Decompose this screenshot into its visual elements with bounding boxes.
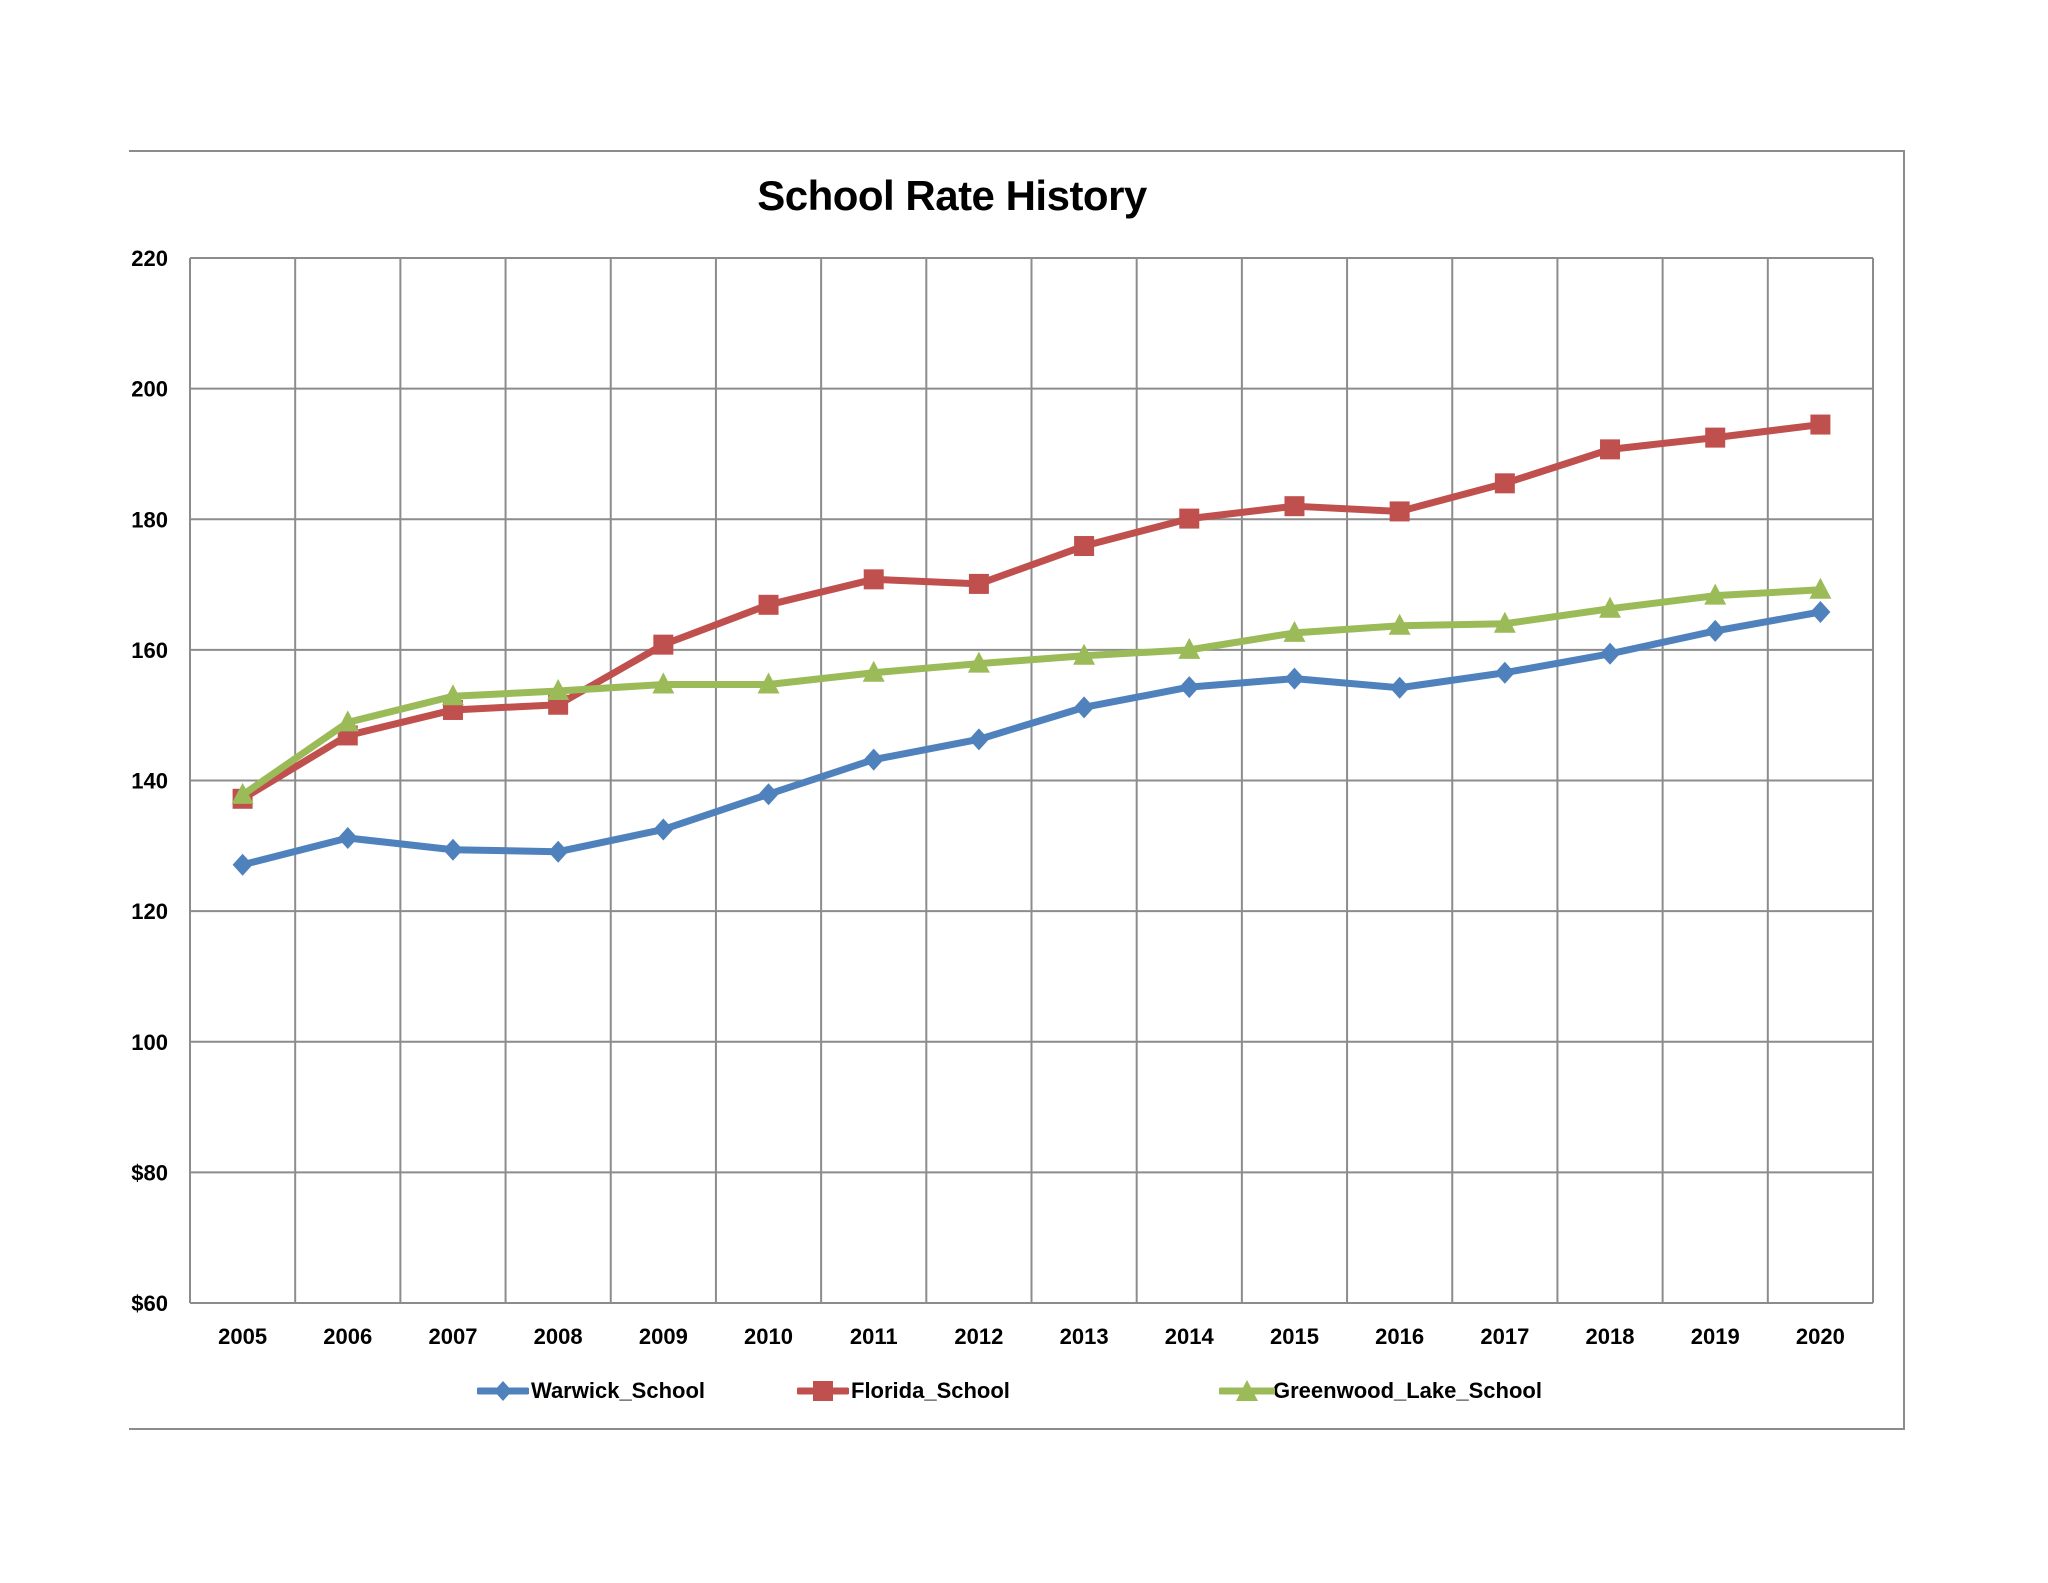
triangle-marker-icon[interactable] [547,679,570,701]
triangle-marker-icon[interactable] [1388,613,1411,635]
triangle-marker-icon[interactable] [336,710,359,732]
x-tick-label: 2007 [428,1324,477,1349]
square-marker-icon[interactable] [653,634,674,655]
triangle-marker-icon[interactable] [1178,637,1201,659]
x-tick-label: 2020 [1796,1324,1845,1349]
square-marker-icon[interactable] [1074,536,1095,557]
triangle-marker-icon[interactable] [231,782,254,804]
square-marker-icon[interactable] [1600,439,1621,460]
x-tick-label: 2016 [1375,1324,1424,1349]
x-tick-label: 2006 [323,1324,372,1349]
x-tick-label: 2009 [639,1324,688,1349]
diamond-marker-icon[interactable] [1284,667,1305,690]
chart-title: School Rate History [757,172,1147,219]
x-tick-label: 2019 [1691,1324,1740,1349]
square-marker-icon[interactable] [968,573,989,594]
triangle-marker-icon[interactable] [1493,611,1516,633]
square-marker-icon[interactable] [1284,496,1305,517]
y-tick-label: 100 [131,1030,168,1055]
triangle-marker-icon[interactable] [967,651,990,673]
square-marker-icon [795,1379,851,1403]
data-series [231,414,1832,876]
x-tick-label: 2005 [218,1324,267,1349]
diamond-marker-icon[interactable] [1074,696,1095,719]
diamond-marker-icon[interactable] [548,840,569,863]
square-marker-icon[interactable] [863,569,884,590]
x-tick-label: 2008 [534,1324,583,1349]
diamond-marker-icon[interactable] [758,783,779,806]
x-tick-label: 2017 [1480,1324,1529,1349]
diamond-marker-icon[interactable] [442,838,463,861]
x-tick-label: 2015 [1270,1324,1319,1349]
legend-label: Florida_School [851,1378,1010,1403]
diamond-marker-icon[interactable] [653,818,674,841]
y-tick-label: 200 [131,377,168,402]
square-marker-icon[interactable] [1389,501,1410,522]
diamond-marker-icon[interactable] [1705,619,1726,642]
y-tick-label: 220 [131,246,168,271]
triangle-marker-icon[interactable] [1809,577,1832,599]
diamond-marker-icon[interactable] [968,728,989,751]
triangle-marker-icon[interactable] [652,672,675,694]
x-tick-label: 2012 [954,1324,1003,1349]
diamond-marker-icon [475,1379,531,1403]
triangle-marker-icon[interactable] [1283,620,1306,642]
y-tick-label: 120 [131,899,168,924]
y-tick-label: 140 [131,769,168,794]
triangle-marker-icon [1217,1379,1277,1403]
diamond-marker-icon[interactable] [1389,676,1410,699]
y-axis-labels: $60 $80 100 120 140 160 180 200 220 [131,246,168,1316]
diamond-marker-icon[interactable] [1600,642,1621,665]
diamond-marker-icon[interactable] [1179,676,1200,699]
square-marker-icon[interactable] [1705,427,1726,448]
diamond-marker-icon[interactable] [1494,661,1515,684]
x-tick-label: 2010 [744,1324,793,1349]
y-tick-label: 180 [131,507,168,532]
y-tick-label: $80 [131,1160,168,1185]
series-line [239,608,1824,869]
series-line [239,421,1824,803]
x-tick-label: 2018 [1586,1324,1635,1349]
legend-label: Warwick_School [531,1378,706,1403]
triangle-marker-icon[interactable] [1073,643,1096,665]
x-tick-label: 2014 [1165,1324,1215,1349]
triangle-marker-icon[interactable] [441,684,464,706]
diamond-marker-icon[interactable] [1810,600,1831,623]
x-tick-label: 2013 [1060,1324,1109,1349]
diamond-marker-icon[interactable] [232,853,253,876]
square-marker-icon[interactable] [1810,414,1831,435]
gridlines [189,257,1874,1304]
x-tick-label: 2011 [850,1324,898,1349]
legend-item-florida[interactable]: Florida_School [795,1376,1010,1406]
y-tick-label: 160 [131,638,168,663]
diamond-marker-icon[interactable] [337,826,358,849]
triangle-marker-icon[interactable] [1599,596,1622,618]
x-axis-labels: 2005 2006 2007 2008 2009 2010 2011 2012 2013 2014… [218,1324,1845,1349]
legend-item-greenwood-lake[interactable]: Greenwood_Lake_School [1217,1376,1542,1406]
legend-item-warwick[interactable]: Warwick_School [475,1376,706,1406]
legend-label: Greenwood_Lake_School [1273,1378,1542,1403]
square-marker-icon[interactable] [758,594,779,615]
chart-frame [129,150,1905,1430]
series-line [239,586,1824,799]
series-greenwood-lake-school [231,577,1832,804]
series-warwick-school [232,600,1831,876]
y-tick-label: $60 [131,1291,168,1316]
square-marker-icon[interactable] [1179,508,1200,529]
triangle-marker-icon[interactable] [862,660,885,682]
triangle-marker-icon[interactable] [1704,583,1727,605]
diamond-marker-icon[interactable] [863,748,884,771]
square-marker-icon[interactable] [1494,473,1515,494]
triangle-marker-icon[interactable] [757,672,780,694]
